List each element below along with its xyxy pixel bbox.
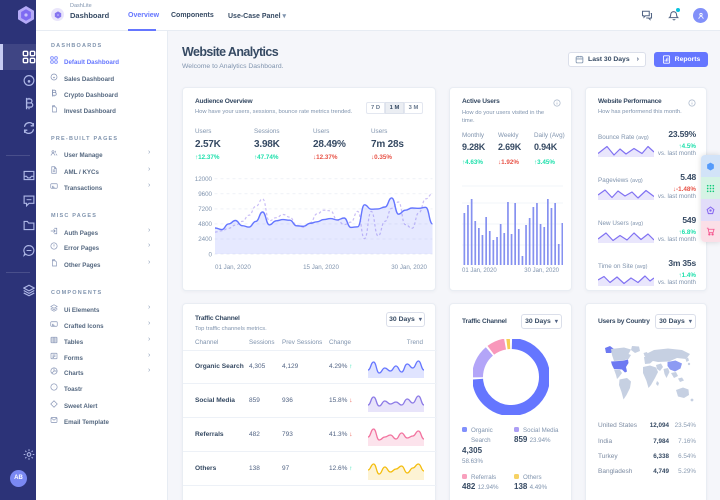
svg-text:2400: 2400 xyxy=(198,236,212,243)
svg-text:12000: 12000 xyxy=(195,176,213,183)
svg-text:7200: 7200 xyxy=(198,206,212,213)
svg-text:01 Jan, 2020: 01 Jan, 2020 xyxy=(215,264,251,271)
svg-text:9600: 9600 xyxy=(198,191,212,198)
svg-text:15 Jan, 2020: 15 Jan, 2020 xyxy=(303,264,339,271)
svg-text:4800: 4800 xyxy=(198,221,212,228)
svg-text:30 Jan, 2020: 30 Jan, 2020 xyxy=(391,264,427,271)
svg-text:0: 0 xyxy=(209,251,213,258)
